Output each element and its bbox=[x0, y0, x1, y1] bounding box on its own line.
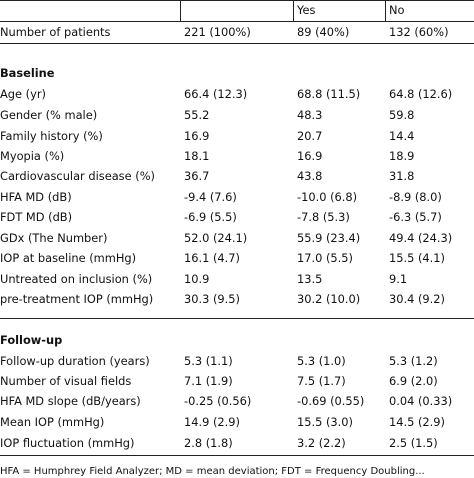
row-label: FDT MD (dB) bbox=[0, 210, 73, 224]
row-value-no: 14.4 bbox=[389, 129, 415, 143]
row-value-all: 30.3 (9.5) bbox=[184, 292, 240, 306]
row-label: Number of visual fields bbox=[0, 374, 132, 388]
section-heading-follow-up: Follow-up bbox=[0, 333, 63, 347]
row-value-no: 30.4 (9.2) bbox=[389, 292, 445, 306]
row-value-yes: 89 (40%) bbox=[297, 25, 350, 39]
row-label: IOP at baseline (mmHg) bbox=[0, 251, 137, 265]
row-value-all: 10.9 bbox=[184, 272, 210, 286]
row-value-no: 31.8 bbox=[389, 169, 415, 183]
row-value-yes: 15.5 (3.0) bbox=[297, 415, 353, 429]
row-value-all: 52.0 (24.1) bbox=[184, 231, 248, 245]
row-value-yes: -10.0 (6.8) bbox=[297, 190, 358, 204]
row-value-yes: 17.0 (5.5) bbox=[297, 251, 353, 265]
row-label: Mean IOP (mmHg) bbox=[0, 415, 105, 429]
row-value-all: 16.1 (4.7) bbox=[184, 251, 240, 265]
row-value-all: 66.4 (12.3) bbox=[184, 87, 248, 101]
row-rule bbox=[0, 43, 474, 44]
row-value-all: -6.9 (5.5) bbox=[184, 210, 237, 224]
row-label: HFA MD (dB) bbox=[0, 190, 72, 204]
row-value-no: 14.5 (2.9) bbox=[389, 415, 445, 429]
row-value-all: 7.1 (1.9) bbox=[184, 374, 233, 388]
row-label: Follow-up duration (years) bbox=[0, 354, 150, 368]
row-value-yes: 48.3 bbox=[297, 108, 323, 122]
row-value-yes: 30.2 (10.0) bbox=[297, 292, 361, 306]
header-divider bbox=[180, 0, 181, 22]
row-value-yes: 20.7 bbox=[297, 129, 323, 143]
table-bottom-rule bbox=[0, 455, 474, 456]
row-value-yes: 13.5 bbox=[297, 272, 323, 286]
row-label: GDx (The Number) bbox=[0, 231, 108, 245]
row-label: Age (yr) bbox=[0, 87, 46, 101]
row-value-no: 132 (60%) bbox=[389, 25, 449, 39]
row-value-all: -0.25 (0.56) bbox=[184, 394, 252, 408]
row-value-no: 5.3 (1.2) bbox=[389, 354, 438, 368]
row-value-all: 221 (100%) bbox=[184, 25, 251, 39]
row-value-no: -8.9 (8.0) bbox=[389, 190, 442, 204]
row-label: Untreated on inclusion (%) bbox=[0, 272, 153, 286]
row-value-yes: 16.9 bbox=[297, 149, 323, 163]
section-heading-baseline: Baseline bbox=[0, 66, 55, 80]
row-value-no: 15.5 (4.1) bbox=[389, 251, 445, 265]
header-bottom-rule bbox=[0, 21, 474, 22]
table-top-rule bbox=[0, 0, 474, 1]
row-value-all: 2.8 (1.8) bbox=[184, 436, 233, 450]
row-label: Family history (%) bbox=[0, 129, 103, 143]
row-value-yes: 7.5 (1.7) bbox=[297, 374, 346, 388]
row-value-no: 9.1 bbox=[389, 272, 408, 286]
row-value-yes: -0.69 (0.55) bbox=[297, 394, 365, 408]
section-rule bbox=[0, 318, 474, 319]
row-value-all: 36.7 bbox=[184, 169, 210, 183]
row-value-no: 59.8 bbox=[389, 108, 415, 122]
row-label: IOP fluctuation (mmHg) bbox=[0, 436, 135, 450]
row-value-yes: 68.8 (11.5) bbox=[297, 87, 361, 101]
row-value-no: 49.4 (24.3) bbox=[389, 231, 453, 245]
row-label: Number of patients bbox=[0, 25, 111, 39]
row-value-all: -9.4 (7.6) bbox=[184, 190, 237, 204]
row-label: Cardiovascular disease (%) bbox=[0, 169, 155, 183]
row-value-all: 14.9 (2.9) bbox=[184, 415, 240, 429]
row-value-yes: 5.3 (1.0) bbox=[297, 354, 346, 368]
row-label: pre-treatment IOP (mmHg) bbox=[0, 292, 154, 306]
row-value-yes: 3.2 (2.2) bbox=[297, 436, 346, 450]
row-value-no: -6.3 (5.7) bbox=[389, 210, 442, 224]
row-value-all: 55.2 bbox=[184, 108, 210, 122]
row-value-no: 0.04 (0.33) bbox=[389, 394, 453, 408]
row-label: Myopia (%) bbox=[0, 149, 65, 163]
row-value-yes: 43.8 bbox=[297, 169, 323, 183]
header-divider bbox=[385, 0, 386, 22]
row-value-no: 6.9 (2.0) bbox=[389, 374, 438, 388]
row-value-all: 18.1 bbox=[184, 149, 210, 163]
row-value-all: 5.3 (1.1) bbox=[184, 354, 233, 368]
row-value-yes: 55.9 (23.4) bbox=[297, 231, 361, 245]
row-value-all: 16.9 bbox=[184, 129, 210, 143]
column-header-no: No bbox=[389, 3, 405, 17]
row-value-no: 2.5 (1.5) bbox=[389, 436, 438, 450]
row-label: Gender (% male) bbox=[0, 108, 98, 122]
row-value-no: 18.9 bbox=[389, 149, 415, 163]
column-header-yes: Yes bbox=[297, 3, 316, 17]
row-value-no: 64.8 (12.6) bbox=[389, 87, 453, 101]
row-value-yes: -7.8 (5.3) bbox=[297, 210, 350, 224]
table-footnote: HFA = Humphrey Field Analyzer; MD = mean… bbox=[0, 466, 425, 477]
header-divider bbox=[293, 0, 294, 22]
row-label: HFA MD slope (dB/years) bbox=[0, 394, 141, 408]
